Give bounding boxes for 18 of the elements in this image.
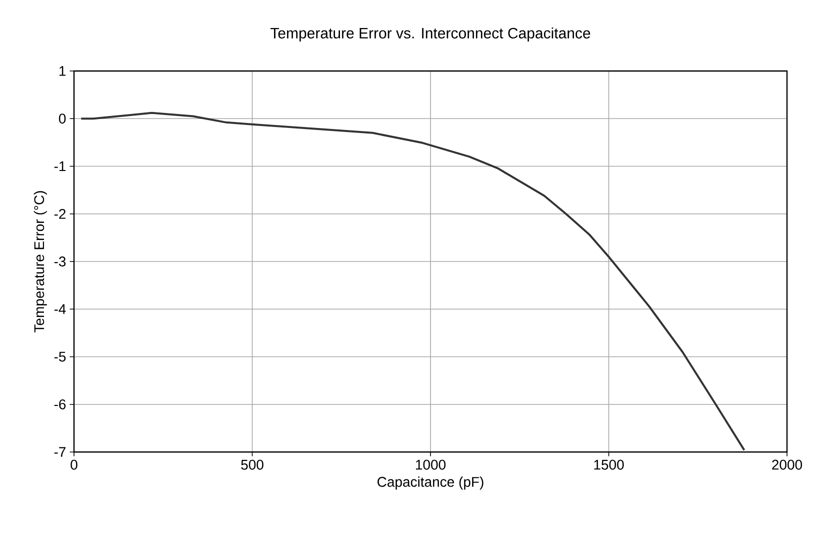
- y-tick-label: -2: [54, 208, 66, 219]
- x-tick-label: 0: [70, 460, 78, 470]
- x-tick-label: 1500: [594, 460, 624, 470]
- y-tick-label: -4: [54, 304, 66, 314]
- y-tick-label: -3: [54, 256, 66, 266]
- y-tick-label: -5: [54, 352, 66, 362]
- x-axis-title: Capacitance (pF): [378, 476, 484, 490]
- y-tick-label: -1: [54, 161, 66, 172]
- x-tick-label: 2000: [772, 460, 802, 470]
- x-tick-label: 500: [241, 460, 264, 470]
- line-series: [80, 112, 746, 452]
- y-tick-label: -6: [54, 399, 66, 410]
- y-tick-label: 0: [58, 114, 66, 124]
- x-tick-label: 1000: [416, 460, 446, 470]
- y-tick-label: -7: [54, 447, 66, 457]
- y-axis-title: Temperature Error (°C): [34, 191, 47, 332]
- y-tick-label: 1: [59, 66, 66, 76]
- chart-title: Temperature Error vs. Interconnect Capacitance: [270, 27, 590, 42]
